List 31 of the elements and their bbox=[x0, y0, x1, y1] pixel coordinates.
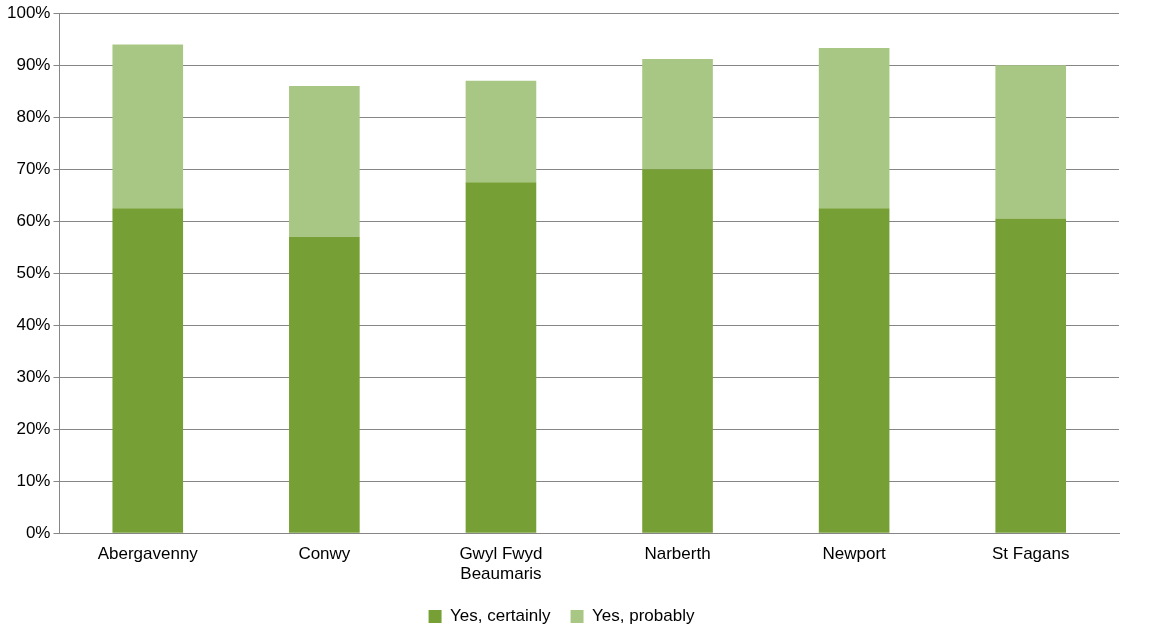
x-tick-label: Gwyl Fwyd Beaumaris bbox=[459, 544, 543, 584]
bar bbox=[112, 208, 184, 533]
bar bbox=[465, 182, 537, 533]
bar bbox=[995, 65, 1067, 219]
x-tick-label: Abergavenny bbox=[97, 544, 199, 564]
y-tick-label: 100% bbox=[7, 2, 51, 22]
y-tick-label: 90% bbox=[16, 54, 51, 74]
y-tick-label: 10% bbox=[16, 470, 51, 490]
x-tick-label: Narberth bbox=[644, 544, 711, 564]
bar bbox=[289, 86, 360, 237]
y-tick-label: 80% bbox=[16, 106, 51, 126]
y-tick-label: 50% bbox=[16, 262, 51, 282]
legend-label: Yes, certainly bbox=[450, 606, 552, 626]
bar bbox=[289, 236, 360, 533]
y-tick-label: 20% bbox=[16, 418, 51, 438]
x-tick-label: St Fagans bbox=[991, 544, 1070, 564]
y-tick-label: 60% bbox=[16, 210, 51, 230]
y-tick-label: 70% bbox=[16, 158, 51, 178]
bar bbox=[112, 44, 184, 209]
x-tick-label: Conwy bbox=[298, 544, 351, 564]
y-tick-label: 0% bbox=[25, 522, 51, 542]
y-tick-label: 40% bbox=[16, 314, 51, 334]
bar bbox=[818, 48, 890, 209]
bar bbox=[818, 208, 890, 533]
legend-label: Yes, probably bbox=[592, 606, 695, 626]
y-tick-label: 30% bbox=[16, 366, 51, 386]
bar bbox=[642, 169, 713, 533]
x-tick-label: Newport bbox=[822, 544, 887, 564]
bar bbox=[465, 80, 537, 183]
bar bbox=[642, 58, 713, 170]
bar bbox=[995, 218, 1067, 533]
